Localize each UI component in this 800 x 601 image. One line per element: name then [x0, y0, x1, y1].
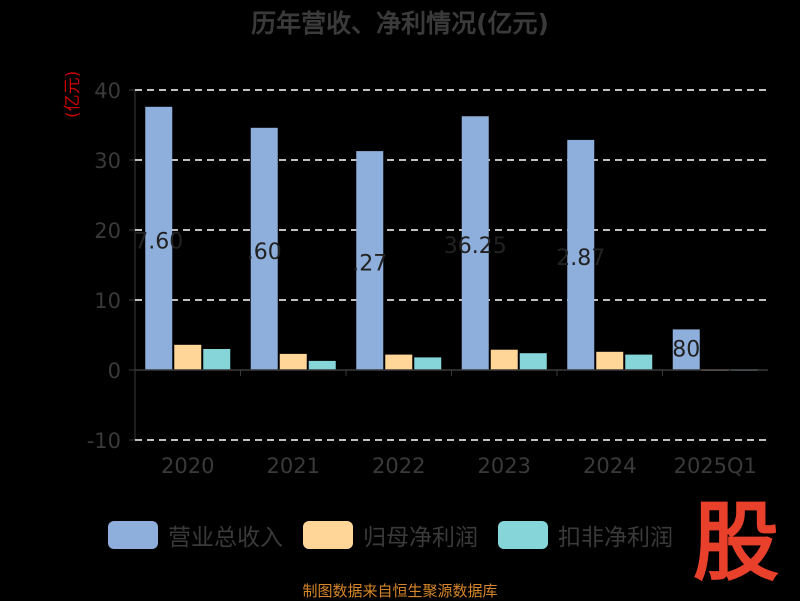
- x-tick-label: 2022: [372, 454, 425, 478]
- y-tick-label: 20: [94, 219, 121, 243]
- bar: [308, 360, 336, 370]
- legend-item-net-profit[interactable]: 归母净利润: [303, 518, 478, 552]
- legend-item-deducted-profit[interactable]: 扣非净利润: [498, 518, 673, 552]
- legend-swatch-deducted-profit: [498, 521, 548, 549]
- y-tick-label: 40: [94, 79, 121, 103]
- y-tick-label: 10: [94, 289, 121, 313]
- data-source-note: 制图数据来自恒生聚源数据库: [302, 582, 498, 600]
- chart-legend: 营业总收入 归母净利润 扣非净利润: [108, 518, 693, 552]
- bar: [203, 349, 231, 370]
- data-label: 2.87: [556, 246, 605, 271]
- x-tick-label: 2023: [478, 454, 531, 478]
- legend-swatch-net-profit: [303, 521, 353, 549]
- bar: [414, 357, 442, 370]
- legend-label-revenue: 营业总收入: [168, 525, 283, 551]
- bar: [461, 116, 489, 370]
- y-tick-label: -10: [87, 429, 121, 453]
- chart-title: 历年营收、净利情况(亿元): [251, 9, 549, 38]
- data-label: 36.25: [444, 234, 507, 259]
- data-label: .27: [352, 252, 387, 277]
- y-tick-label: 30: [94, 149, 121, 173]
- x-tick-label: 2025Q1: [674, 454, 757, 478]
- bar: [250, 127, 278, 370]
- legend-label-deducted-profit: 扣非净利润: [558, 525, 673, 551]
- legend-swatch-revenue: [108, 521, 158, 549]
- legend-item-revenue[interactable]: 营业总收入: [108, 518, 283, 552]
- data-label: .60: [247, 240, 282, 265]
- bar: [519, 353, 547, 370]
- x-tick-label: 2024: [583, 454, 636, 478]
- bar: [174, 344, 202, 370]
- bar: [596, 351, 624, 370]
- x-tick-label: 2020: [161, 454, 214, 478]
- x-tick-label: 2021: [267, 454, 320, 478]
- bar: [625, 354, 653, 370]
- bar: [567, 139, 595, 370]
- bar: [145, 106, 173, 371]
- bar: [672, 329, 700, 370]
- bar: [385, 354, 413, 370]
- data-label: 7.60: [134, 229, 183, 254]
- legend-label-net-profit: 归母净利润: [363, 525, 478, 551]
- bar: [490, 349, 518, 370]
- y-tick-label: 0: [108, 359, 121, 383]
- data-label: 80: [672, 337, 700, 362]
- bar: [356, 151, 384, 370]
- bar: [279, 353, 307, 370]
- watermark-logo: 股: [693, 493, 779, 593]
